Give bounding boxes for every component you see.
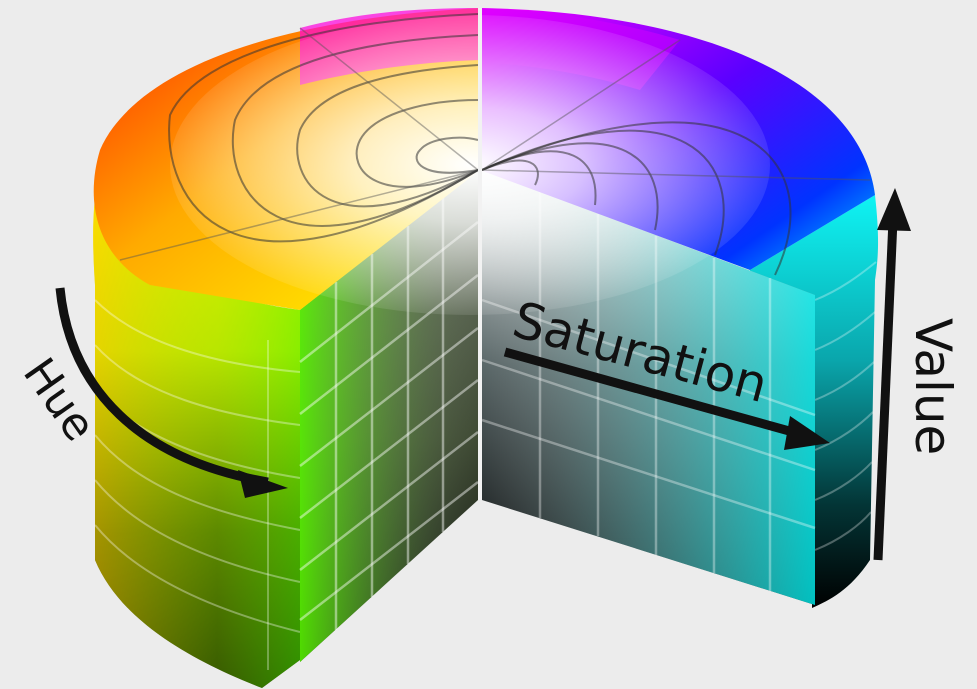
value-arrow [873,188,911,561]
saturation-arrow [503,347,830,450]
top-face-hue-wheel [93,8,875,315]
value-label: Value [904,318,962,455]
hue-label: Hue [13,349,105,450]
cylinder-side-left [93,170,301,688]
hue-arrow [55,287,288,498]
